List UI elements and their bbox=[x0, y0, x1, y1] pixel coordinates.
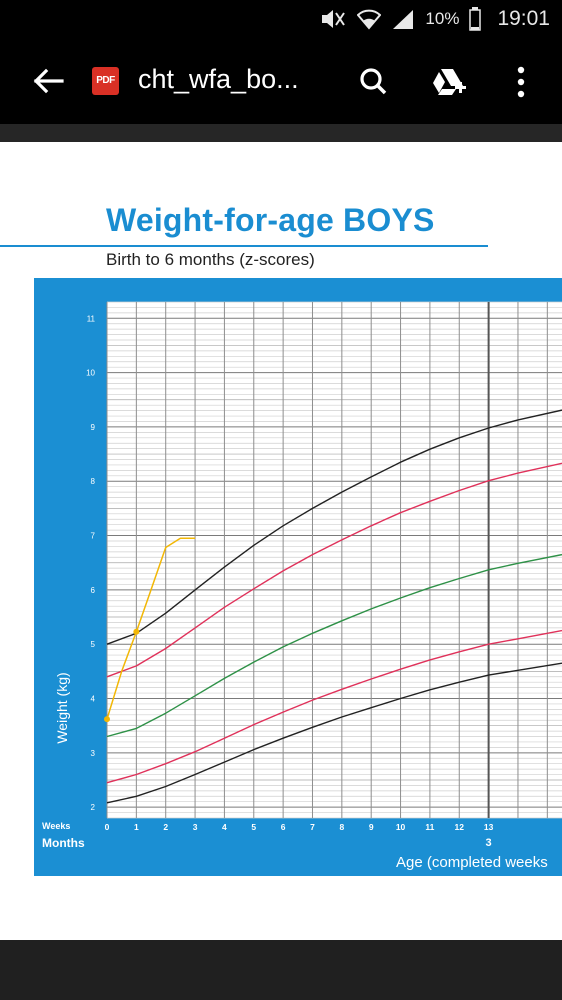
x-tick-label: 12 bbox=[455, 822, 465, 832]
child-weight-point bbox=[133, 628, 140, 635]
back-button[interactable] bbox=[30, 63, 70, 99]
z-score-line--2 bbox=[106, 629, 562, 784]
x-tick-label: 1 bbox=[134, 822, 139, 832]
chart-subtitle: Birth to 6 months (z-scores) bbox=[106, 250, 315, 269]
search-button[interactable] bbox=[356, 64, 392, 100]
document-title: cht_wfa_bo... bbox=[138, 64, 299, 94]
plot-area bbox=[107, 302, 562, 818]
mute-icon bbox=[322, 10, 346, 28]
wifi-icon bbox=[357, 9, 382, 30]
search-icon bbox=[360, 68, 387, 95]
x-tick-label: 2 bbox=[163, 822, 168, 832]
clock: 19:01 bbox=[497, 7, 550, 30]
more-options-button[interactable] bbox=[506, 64, 536, 100]
z-score-line--3 bbox=[106, 662, 562, 804]
chart-title: Weight-for-age BOYS bbox=[106, 202, 435, 238]
child-weight-point bbox=[104, 716, 110, 723]
y-tick-label: 5 bbox=[91, 640, 96, 649]
signal-icon bbox=[393, 10, 414, 29]
pdf-page[interactable]: Weight-for-age BOYS Birth to 6 months (z… bbox=[0, 142, 562, 940]
toolbar-divider bbox=[0, 124, 562, 142]
y-tick-label: 2 bbox=[91, 803, 96, 812]
x-axis-title: Age (completed weeks bbox=[396, 854, 548, 871]
x-tick-label: 13 bbox=[484, 822, 494, 832]
y-tick-label: 7 bbox=[91, 532, 96, 541]
y-axis-title: Weight (kg) bbox=[54, 672, 70, 744]
title-underline bbox=[0, 245, 488, 247]
month-tick-label: 3 bbox=[486, 837, 492, 849]
x-tick-label: 10 bbox=[396, 822, 406, 832]
z-score-line-0 bbox=[106, 553, 562, 738]
y-tick-label: 3 bbox=[91, 749, 96, 758]
x-tick-label: 5 bbox=[251, 822, 256, 832]
back-arrow-icon bbox=[33, 68, 64, 94]
x-tick-label: 9 bbox=[369, 822, 374, 832]
x-tick-label: 3 bbox=[193, 822, 198, 832]
x-tick-label: 0 bbox=[105, 822, 110, 832]
x-tick-label: 8 bbox=[339, 822, 344, 832]
x-tick-label: 11 bbox=[425, 822, 434, 832]
pdf-file-icon: PDF bbox=[92, 67, 119, 95]
y-tick-label: 4 bbox=[91, 695, 96, 704]
y-tick-label: 8 bbox=[91, 477, 96, 486]
x-tick-label: 6 bbox=[281, 822, 286, 832]
z-score-line-2 bbox=[106, 462, 562, 678]
z-score-line-3 bbox=[106, 409, 562, 645]
y-tick-label: 9 bbox=[91, 423, 96, 432]
status-bar: 10% 19:01 bbox=[0, 0, 562, 38]
y-tick-label: 6 bbox=[91, 586, 96, 595]
weeks-label: Weeks bbox=[42, 821, 71, 831]
drive-add-icon bbox=[433, 69, 466, 95]
x-tick-label: 7 bbox=[310, 822, 315, 832]
status-icons: 10% 19:01 bbox=[319, 6, 550, 32]
x-tick-label: 4 bbox=[222, 822, 227, 832]
app-bar: PDF cht_wfa_bo... bbox=[0, 38, 562, 124]
add-to-drive-button[interactable] bbox=[428, 64, 468, 100]
y-tick-label: 10 bbox=[86, 369, 95, 378]
navigation-bar bbox=[0, 940, 562, 1000]
child-weight-line bbox=[106, 537, 196, 720]
more-vert-icon bbox=[517, 66, 525, 98]
battery-icon bbox=[469, 7, 482, 31]
y-tick-label: 11 bbox=[87, 314, 96, 323]
battery-percentage: 10% bbox=[425, 9, 460, 28]
months-label: Months bbox=[42, 836, 85, 850]
